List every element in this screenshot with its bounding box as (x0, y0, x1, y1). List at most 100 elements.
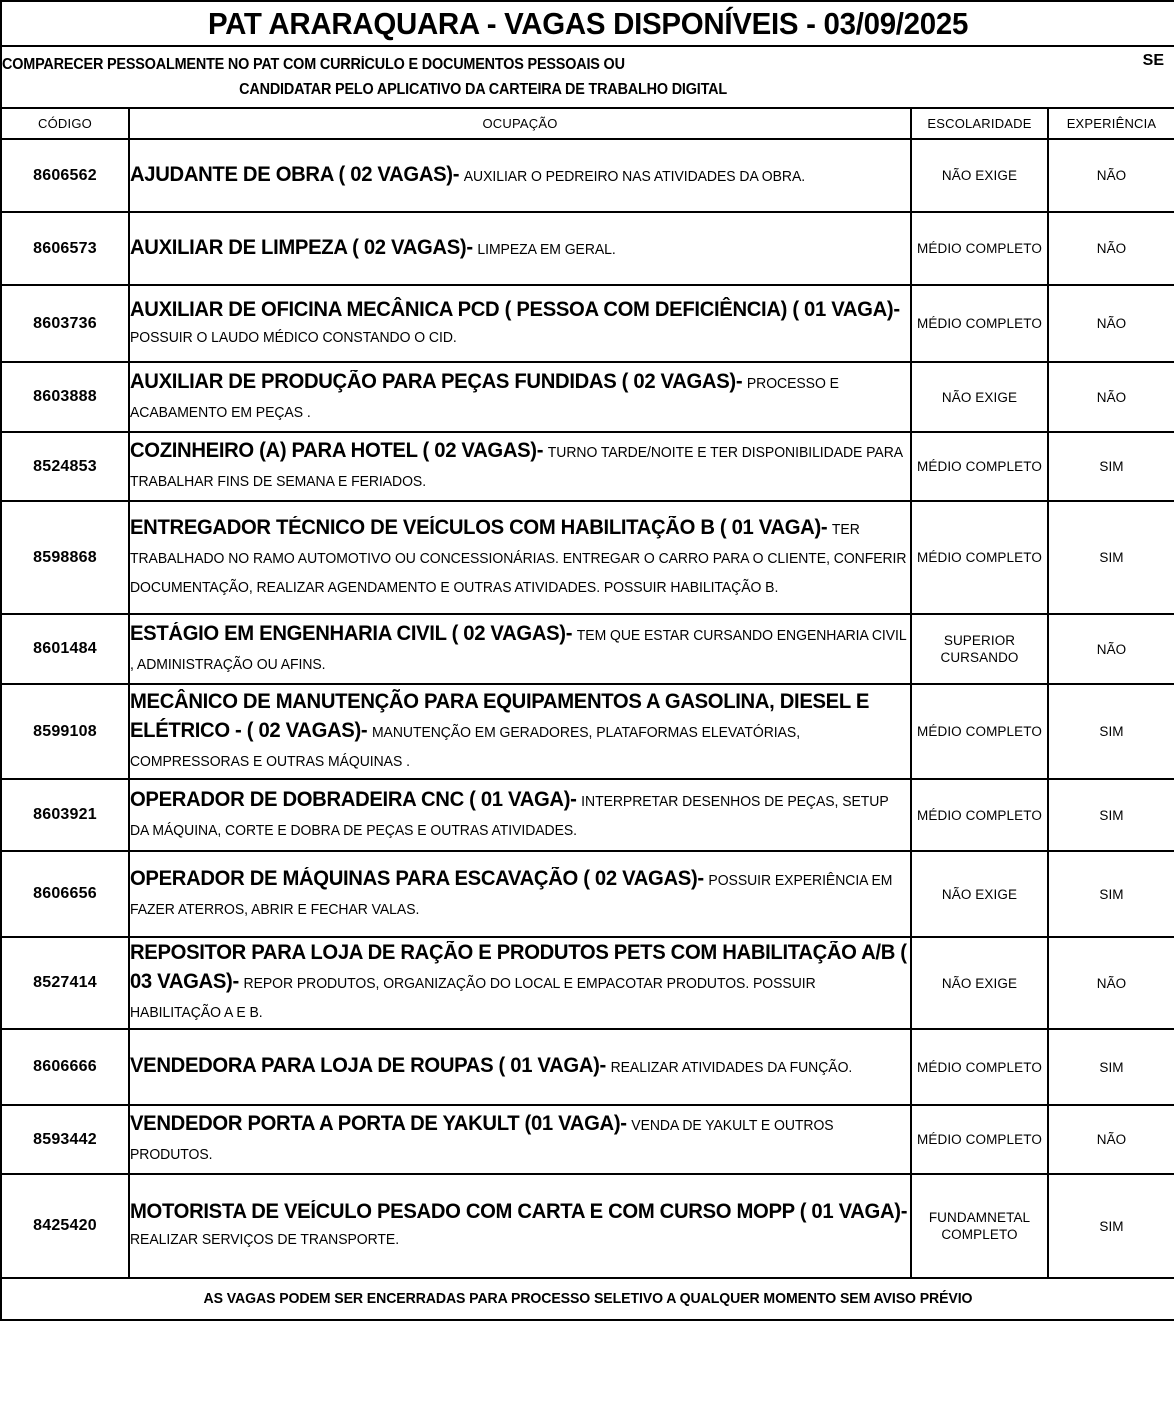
row-education: MÉDIO COMPLETO (910, 1028, 1049, 1106)
subtitle-row: SE COMPARECER PESSOALMENTE NO PAT COM CU… (0, 45, 1174, 109)
row-occupation: COZINHEIRO (A) PARA HOTEL ( 02 VAGAS)- T… (128, 431, 912, 502)
table-row[interactable]: 8527414 REPOSITOR PARA LOJA DE RAÇÃO E P… (0, 936, 1174, 1030)
table-row[interactable]: 8603888 AUXILIAR DE PRODUÇÃO PARA PEÇAS … (0, 361, 1174, 433)
occupation-inner: AUXILIAR DE LIMPEZA ( 02 VAGAS)- LIMPEZA… (130, 233, 909, 265)
row-occupation: AUXILIAR DE PRODUÇÃO PARA PEÇAS FUNDIDAS… (128, 361, 912, 433)
row-occupation: MECÂNICO DE MANUTENÇÃO PARA EQUIPAMENTOS… (128, 683, 912, 780)
occupation-separator: - (599, 1054, 607, 1077)
row-education: MÉDIO COMPLETO (910, 284, 1049, 363)
column-header-escolaridade: ESCOLARIDADE (910, 107, 1049, 140)
page-title-cell: PAT ARARAQUARA - VAGAS DISPONÍVEIS - 03/… (0, 0, 1174, 47)
row-code: 8425420 (0, 1173, 130, 1279)
table-row[interactable]: 8606656 OPERADOR DE MÁQUINAS PARA ESCAVA… (0, 850, 1174, 938)
row-code: 8603888 (0, 361, 130, 433)
row-experience: NÃO (1047, 613, 1174, 685)
row-occupation: AUXILIAR DE LIMPEZA ( 02 VAGAS)- LIMPEZA… (128, 211, 912, 286)
occupation-description: REALIZAR SERVIÇOS DE TRANSPORTE. (130, 1232, 400, 1248)
row-experience: SIM (1047, 1028, 1174, 1106)
table-row[interactable]: 8603736 AUXILIAR DE OFICINA MECÂNICA PCD… (0, 284, 1174, 363)
occupation-separator: - (536, 439, 544, 462)
occupation-title: AJUDANTE DE OBRA ( 02 VAGAS) (130, 162, 453, 186)
footer-note: AS VAGAS PODEM SER ENCERRADAS PARA PROCE… (203, 1290, 973, 1307)
occupation-description: PROCESSO E ACABAMENTO EM PEÇAS . (130, 375, 839, 421)
row-occupation: OPERADOR DE DOBRADEIRA CNC ( 01 VAGA)- I… (128, 778, 912, 852)
occupation-title: ESTÁGIO EM ENGENHARIA CIVIL ( 02 VAGAS) (130, 621, 566, 645)
table-row[interactable]: 8425420 MOTORISTA DE VEÍCULO PESADO COM … (0, 1173, 1174, 1279)
occupation-description: POSSUIR EXPERIÊNCIA EM FAZER ATERROS, AB… (130, 872, 893, 918)
row-education: MÉDIO COMPLETO (910, 500, 1049, 615)
footer-note-cell: AS VAGAS PODEM SER ENCERRADAS PARA PROCE… (0, 1277, 1174, 1321)
occupation-separator: - (900, 1200, 908, 1223)
occupation-description: AUXILIAR O PEDREIRO NAS ATIVIDADES DA OB… (463, 168, 806, 185)
row-experience: SIM (1047, 778, 1174, 852)
instructions-line-2: CANDIDATAR PELO APLICATIVO DA CARTEIRA D… (239, 81, 727, 98)
occupation-separator: - (735, 369, 743, 393)
table-row[interactable]: 8606573 AUXILIAR DE LIMPEZA ( 02 VAGAS)-… (0, 211, 1174, 286)
vacancy-table: PAT ARARAQUARA - VAGAS DISPONÍVEIS - 03/… (0, 0, 1174, 1321)
occupation-description: MANUTENÇÃO EM GERADORES, PLATAFORMAS ELE… (130, 724, 801, 770)
state-abbreviation: SE (1142, 52, 1164, 69)
column-header-row: CÓDIGO OCUPAÇÃO ESCOLARIDADE EXPERIÊNCIA (0, 107, 1174, 140)
table-row[interactable]: 8524853 COZINHEIRO (A) PARA HOTEL ( 02 V… (0, 431, 1174, 502)
occupation-inner: ESTÁGIO EM ENGENHARIA CIVIL ( 02 VAGAS)-… (130, 619, 909, 680)
occupation-description: POSSUIR O LAUDO MÉDICO CONSTANDO O CID. (130, 329, 457, 346)
table-row[interactable]: 8601484 ESTÁGIO EM ENGENHARIA CIVIL ( 02… (0, 613, 1174, 685)
row-code: 8606562 (0, 138, 130, 213)
table-row[interactable]: 8599108 MECÂNICO DE MANUTENÇÃO PARA EQUI… (0, 683, 1174, 780)
occupation-title: AUXILIAR DE PRODUÇÃO PARA PEÇAS FUNDIDAS… (130, 369, 736, 393)
occupation-title: ENTREGADOR TÉCNICO DE VEÍCULOS COM HABIL… (130, 515, 821, 539)
instructions-cell: SE COMPARECER PESSOALMENTE NO PAT COM CU… (0, 45, 1174, 109)
occupation-title: VENDEDOR PORTA A PORTA DE YAKULT (01 VAG… (130, 1112, 621, 1135)
occupation-description: VENDA DE YAKULT E OUTROS PRODUTOS. (130, 1118, 834, 1163)
row-experience: SIM (1047, 500, 1174, 615)
occupation-inner: AJUDANTE DE OBRA ( 02 VAGAS)- AUXILIAR O… (130, 160, 909, 192)
occupation-description: LIMPEZA EM GERAL. (477, 241, 616, 258)
occupation-inner: MECÂNICO DE MANUTENÇÃO PARA EQUIPAMENTOS… (130, 687, 909, 777)
occupation-description: INTERPRETAR DESENHOS DE PEÇAS, SETUP DA … (130, 793, 889, 839)
occupation-title: OPERADOR DE MÁQUINAS PARA ESCAVAÇÃO ( 02… (130, 866, 698, 890)
row-experience: NÃO (1047, 284, 1174, 363)
row-education: MÉDIO COMPLETO (910, 778, 1049, 852)
row-code: 8598868 (0, 500, 130, 615)
row-occupation: AJUDANTE DE OBRA ( 02 VAGAS)- AUXILIAR O… (128, 138, 912, 213)
row-occupation: AUXILIAR DE OFICINA MECÂNICA PCD ( PESSO… (128, 284, 912, 363)
occupation-inner: AUXILIAR DE OFICINA MECÂNICA PCD ( PESSO… (130, 295, 909, 353)
occupation-inner: ENTREGADOR TÉCNICO DE VEÍCULOS COM HABIL… (130, 513, 909, 603)
occupation-inner: VENDEDOR PORTA A PORTA DE YAKULT (01 VAG… (130, 1109, 909, 1170)
row-experience: NÃO (1047, 936, 1174, 1030)
row-education: FUNDAMNETAL COMPLETO (910, 1173, 1049, 1279)
row-code: 8593442 (0, 1104, 130, 1175)
occupation-inner: VENDEDORA PARA LOJA DE ROUPAS ( 01 VAGA)… (130, 1051, 909, 1083)
column-header-ocupacao: OCUPAÇÃO (128, 107, 912, 140)
row-education: MÉDIO COMPLETO (910, 431, 1049, 502)
occupation-description: TER TRABALHADO NO RAMO AUTOMOTIVO OU CON… (130, 521, 907, 596)
row-occupation: VENDEDORA PARA LOJA DE ROUPAS ( 01 VAGA)… (128, 1028, 912, 1106)
row-experience: NÃO (1047, 361, 1174, 433)
row-education: NÃO EXIGE (910, 936, 1049, 1030)
title-row: PAT ARARAQUARA - VAGAS DISPONÍVEIS - 03/… (0, 0, 1174, 47)
occupation-separator: - (360, 718, 368, 742)
occupation-separator: - (697, 866, 705, 890)
table-row[interactable]: 8593442 VENDEDOR PORTA A PORTA DE YAKULT… (0, 1104, 1174, 1175)
occupation-title: REPOSITOR PARA LOJA DE RAÇÃO E PRODUTOS … (130, 941, 907, 993)
row-occupation: ENTREGADOR TÉCNICO DE VEÍCULOS COM HABIL… (128, 500, 912, 615)
row-occupation: REPOSITOR PARA LOJA DE RAÇÃO E PRODUTOS … (128, 936, 912, 1030)
table-row[interactable]: 8603921 OPERADOR DE DOBRADEIRA CNC ( 01 … (0, 778, 1174, 852)
occupation-title: MECÂNICO DE MANUTENÇÃO PARA EQUIPAMENTOS… (130, 689, 870, 742)
column-header-experiencia: EXPERIÊNCIA (1047, 107, 1174, 140)
table-row[interactable]: 8598868 ENTREGADOR TÉCNICO DE VEÍCULOS C… (0, 500, 1174, 615)
row-experience: NÃO (1047, 1104, 1174, 1175)
row-code: 8601484 (0, 613, 130, 685)
row-code: 8603736 (0, 284, 130, 363)
occupation-title: VENDEDORA PARA LOJA DE ROUPAS ( 01 VAGA) (130, 1054, 600, 1077)
table-row[interactable]: 8606666 VENDEDORA PARA LOJA DE ROUPAS ( … (0, 1028, 1174, 1106)
row-occupation: VENDEDOR PORTA A PORTA DE YAKULT (01 VAG… (128, 1104, 912, 1175)
occupation-separator: - (466, 235, 474, 259)
table-row[interactable]: 8606562 AJUDANTE DE OBRA ( 02 VAGAS)- AU… (0, 138, 1174, 213)
row-code: 8606666 (0, 1028, 130, 1106)
occupation-title: OPERADOR DE DOBRADEIRA CNC ( 01 VAGA) (130, 787, 571, 811)
occupation-inner: OPERADOR DE DOBRADEIRA CNC ( 01 VAGA)- I… (130, 785, 909, 846)
table-body: PAT ARARAQUARA - VAGAS DISPONÍVEIS - 03/… (0, 0, 1174, 1321)
occupation-title: AUXILIAR DE OFICINA MECÂNICA PCD ( PESSO… (130, 297, 894, 321)
